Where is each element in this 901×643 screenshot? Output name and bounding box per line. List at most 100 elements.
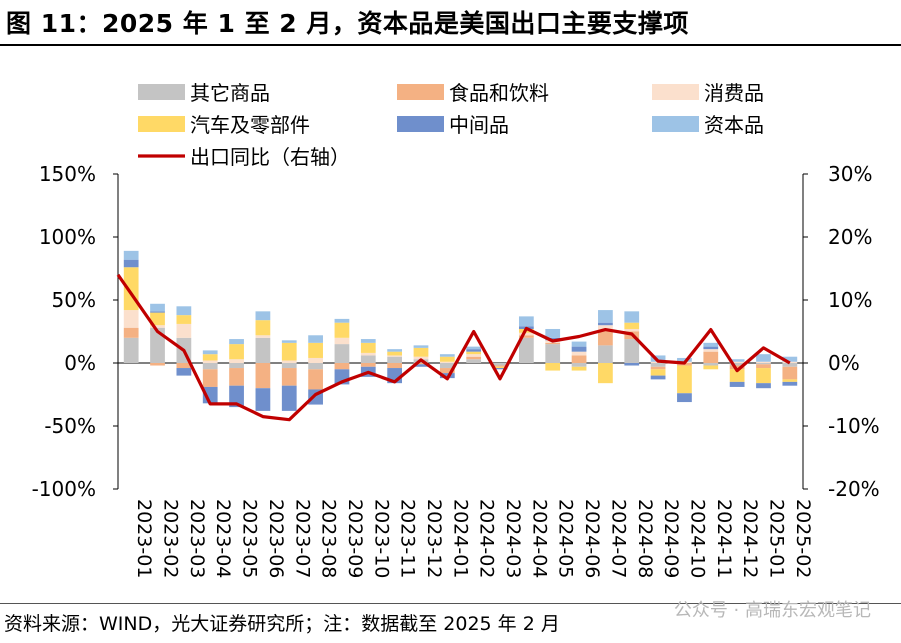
legend-swatch bbox=[138, 116, 185, 132]
bar-segment bbox=[202, 360, 218, 363]
bar-segment bbox=[677, 393, 692, 403]
bar-segment bbox=[703, 351, 719, 363]
bar-segment bbox=[202, 369, 218, 387]
bar-segment bbox=[466, 359, 482, 363]
bar-segment bbox=[281, 385, 297, 411]
bar-segment bbox=[782, 379, 798, 382]
right-axis-tick-label: -10% bbox=[828, 414, 880, 438]
bar-segment bbox=[545, 344, 561, 363]
bar-segment bbox=[255, 388, 271, 411]
right-axis-tick-label: 30% bbox=[828, 162, 872, 186]
bar-segment bbox=[387, 356, 403, 363]
bar-segment bbox=[756, 364, 771, 369]
x-axis-tick-label: 2024-03 bbox=[502, 499, 524, 578]
bar-segment bbox=[518, 332, 534, 336]
bar-segment bbox=[308, 363, 323, 370]
legend-swatch bbox=[652, 84, 699, 100]
x-axis-tick-label: 2024-01 bbox=[449, 499, 471, 578]
legend-label: 资本品 bbox=[704, 113, 764, 137]
bar-segment bbox=[150, 303, 165, 312]
bar-segment bbox=[756, 368, 771, 384]
bar-segment bbox=[703, 349, 719, 352]
bar-segment bbox=[466, 354, 482, 357]
bar-segment bbox=[756, 363, 771, 365]
chart-axes bbox=[113, 173, 808, 490]
bar-segment bbox=[308, 357, 323, 363]
right-axis-tick-label: 20% bbox=[828, 225, 872, 249]
bar-segment bbox=[281, 368, 297, 386]
right-axis-tick-label: 10% bbox=[828, 288, 872, 312]
bar-segment bbox=[571, 355, 587, 363]
x-axis-tick-label: 2024-02 bbox=[476, 499, 498, 578]
bar-segment bbox=[677, 357, 692, 362]
bar-segment bbox=[360, 342, 376, 353]
bar-segment bbox=[176, 315, 192, 324]
bar-segment bbox=[756, 354, 771, 362]
chart-line bbox=[116, 273, 791, 422]
legend-label: 中间品 bbox=[449, 113, 509, 137]
bar-segment bbox=[729, 361, 745, 363]
legend-swatch bbox=[397, 116, 444, 132]
bar-segment bbox=[176, 368, 192, 376]
bar-segment bbox=[150, 311, 165, 313]
bar-segment bbox=[413, 363, 429, 365]
bar-segment bbox=[387, 355, 403, 357]
legend-swatch bbox=[397, 84, 444, 100]
bar-segment bbox=[255, 311, 271, 321]
legend-swatch bbox=[652, 116, 699, 132]
x-axis-tick-label: 2024-11 bbox=[713, 499, 735, 578]
bar-segment bbox=[677, 365, 692, 394]
left-axis-tick-label: 0% bbox=[64, 351, 96, 375]
legend-label: 食品和饮料 bbox=[449, 81, 549, 105]
bar-segment bbox=[518, 337, 534, 363]
bar-segment bbox=[123, 259, 139, 268]
bar-segment bbox=[387, 349, 403, 352]
bar-segment bbox=[624, 363, 640, 366]
x-axis-tick-label: 2023-01 bbox=[133, 499, 155, 578]
bar-segment bbox=[413, 345, 429, 348]
x-axis-tick-label: 2024-06 bbox=[581, 499, 603, 578]
bar-segment bbox=[123, 337, 139, 363]
left-axis-tick-label: -100% bbox=[32, 477, 96, 501]
bar-segment bbox=[360, 352, 376, 356]
bar-segment bbox=[229, 368, 244, 386]
bar-segment bbox=[729, 365, 745, 370]
x-axis-tick-label: 2024-10 bbox=[686, 499, 708, 578]
legend-label: 其它商品 bbox=[190, 81, 270, 105]
bar-segment bbox=[782, 381, 798, 386]
x-axis-tick-label: 2023-10 bbox=[370, 499, 392, 578]
bar-segment bbox=[518, 316, 534, 327]
bar-segment bbox=[571, 341, 587, 347]
right-axis-tick-label: -20% bbox=[828, 477, 880, 501]
chart-tick-labels: 150% 100% 50% 0% -50% -100% 30% 20% 10% 0% -10% -20… bbox=[32, 162, 880, 578]
bar-segment bbox=[466, 346, 482, 350]
legend-swatch bbox=[138, 84, 185, 100]
watermark: 公众号 · 高瑞东宏观笔记 bbox=[673, 600, 871, 621]
bar-segment bbox=[518, 335, 534, 338]
bar-segment bbox=[571, 363, 587, 367]
bar-segment bbox=[624, 322, 640, 329]
x-axis-tick-label: 2023-02 bbox=[160, 499, 182, 578]
bar-segment bbox=[387, 351, 403, 356]
bar-segment bbox=[466, 351, 482, 355]
bar-segment bbox=[413, 364, 429, 367]
bar-segment bbox=[729, 363, 745, 366]
bar-segment bbox=[729, 359, 745, 362]
left-axis-tick-label: 100% bbox=[39, 225, 96, 249]
source-note: 资料来源：WIND，光大证券研究所；注：数据截至 2025 年 2 月 bbox=[4, 613, 560, 635]
bar-segment bbox=[281, 340, 297, 343]
right-axis-tick-label: 0% bbox=[828, 351, 860, 375]
bar-segment bbox=[545, 363, 561, 371]
bar-segment bbox=[150, 327, 165, 363]
bar-segment bbox=[308, 335, 323, 343]
bar-segment bbox=[756, 383, 771, 389]
bar-segment bbox=[703, 365, 719, 370]
x-axis-tick-label: 2025-02 bbox=[792, 499, 814, 578]
x-axis-tick-label: 2024-09 bbox=[660, 499, 682, 578]
bar-segment bbox=[255, 363, 271, 389]
bar-segment bbox=[334, 363, 350, 370]
bar-segment bbox=[387, 363, 403, 369]
bar-segment bbox=[439, 356, 455, 362]
x-axis-tick-label: 2023-12 bbox=[423, 499, 445, 578]
bar-segment bbox=[650, 375, 666, 380]
